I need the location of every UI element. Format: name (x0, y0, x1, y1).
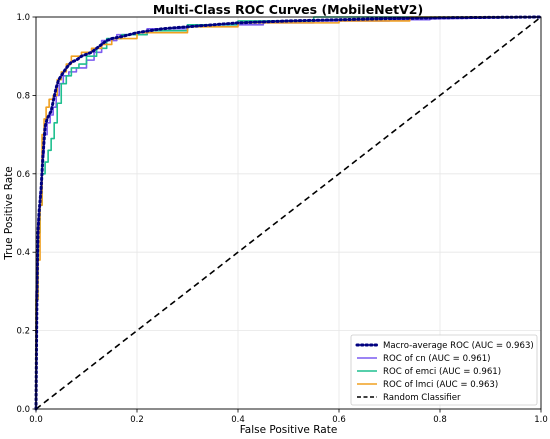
x-axis-label: False Positive Rate (240, 424, 338, 436)
legend-label-roc-of-lmci: ROC of lmci (AUC = 0.963) (383, 380, 498, 390)
legend-box (350, 334, 538, 406)
x-tick-label: 0.8 (433, 415, 447, 425)
legend-label-roc-of-emci: ROC of emci (AUC = 0.961) (383, 367, 501, 377)
y-tick-label: 0.0 (16, 405, 30, 415)
y-tick-label: 0.4 (16, 248, 30, 258)
series-layer (34, 15, 543, 411)
x-tick-label: 0.0 (29, 415, 43, 425)
x-tick-label: 1.0 (534, 415, 548, 425)
legend: Macro-average ROC (AUC = 0.963) ROC of cn… (350, 334, 538, 406)
y-axis-label: True Positive Rate (3, 166, 15, 261)
chart-title: Multi-Class ROC Curves (MobileNetV2) (153, 2, 423, 17)
x-tick-label: 0.2 (130, 415, 144, 425)
macro-average-roc-line (34, 15, 543, 411)
random-classifier-line-layer (35, 16, 542, 410)
x-tick-label: 0.6 (332, 415, 346, 425)
random-classifier-line (35, 16, 542, 410)
axis-ticks: 0.0 0.2 0.4 0.6 0.8 1.0 0.0 0.2 0.4 0.6 0.8 1.0 (16, 13, 547, 425)
legend-label-macro-average-roc: Macro-average ROC (AUC = 0.963) (383, 341, 534, 351)
legend-label-random-classifier: Random Classifier (383, 393, 461, 403)
x-tick-label: 0.4 (231, 415, 245, 425)
y-tick-label: 0.6 (16, 170, 30, 180)
y-tick-label: 1.0 (16, 13, 30, 23)
y-tick-label: 0.8 (16, 91, 30, 101)
y-tick-label: 0.2 (16, 327, 30, 337)
plot-frame (35, 16, 542, 410)
legend-label-roc-of-cn: ROC of cn (AUC = 0.961) (383, 354, 491, 364)
roc-of-cn-line (35, 16, 542, 409)
